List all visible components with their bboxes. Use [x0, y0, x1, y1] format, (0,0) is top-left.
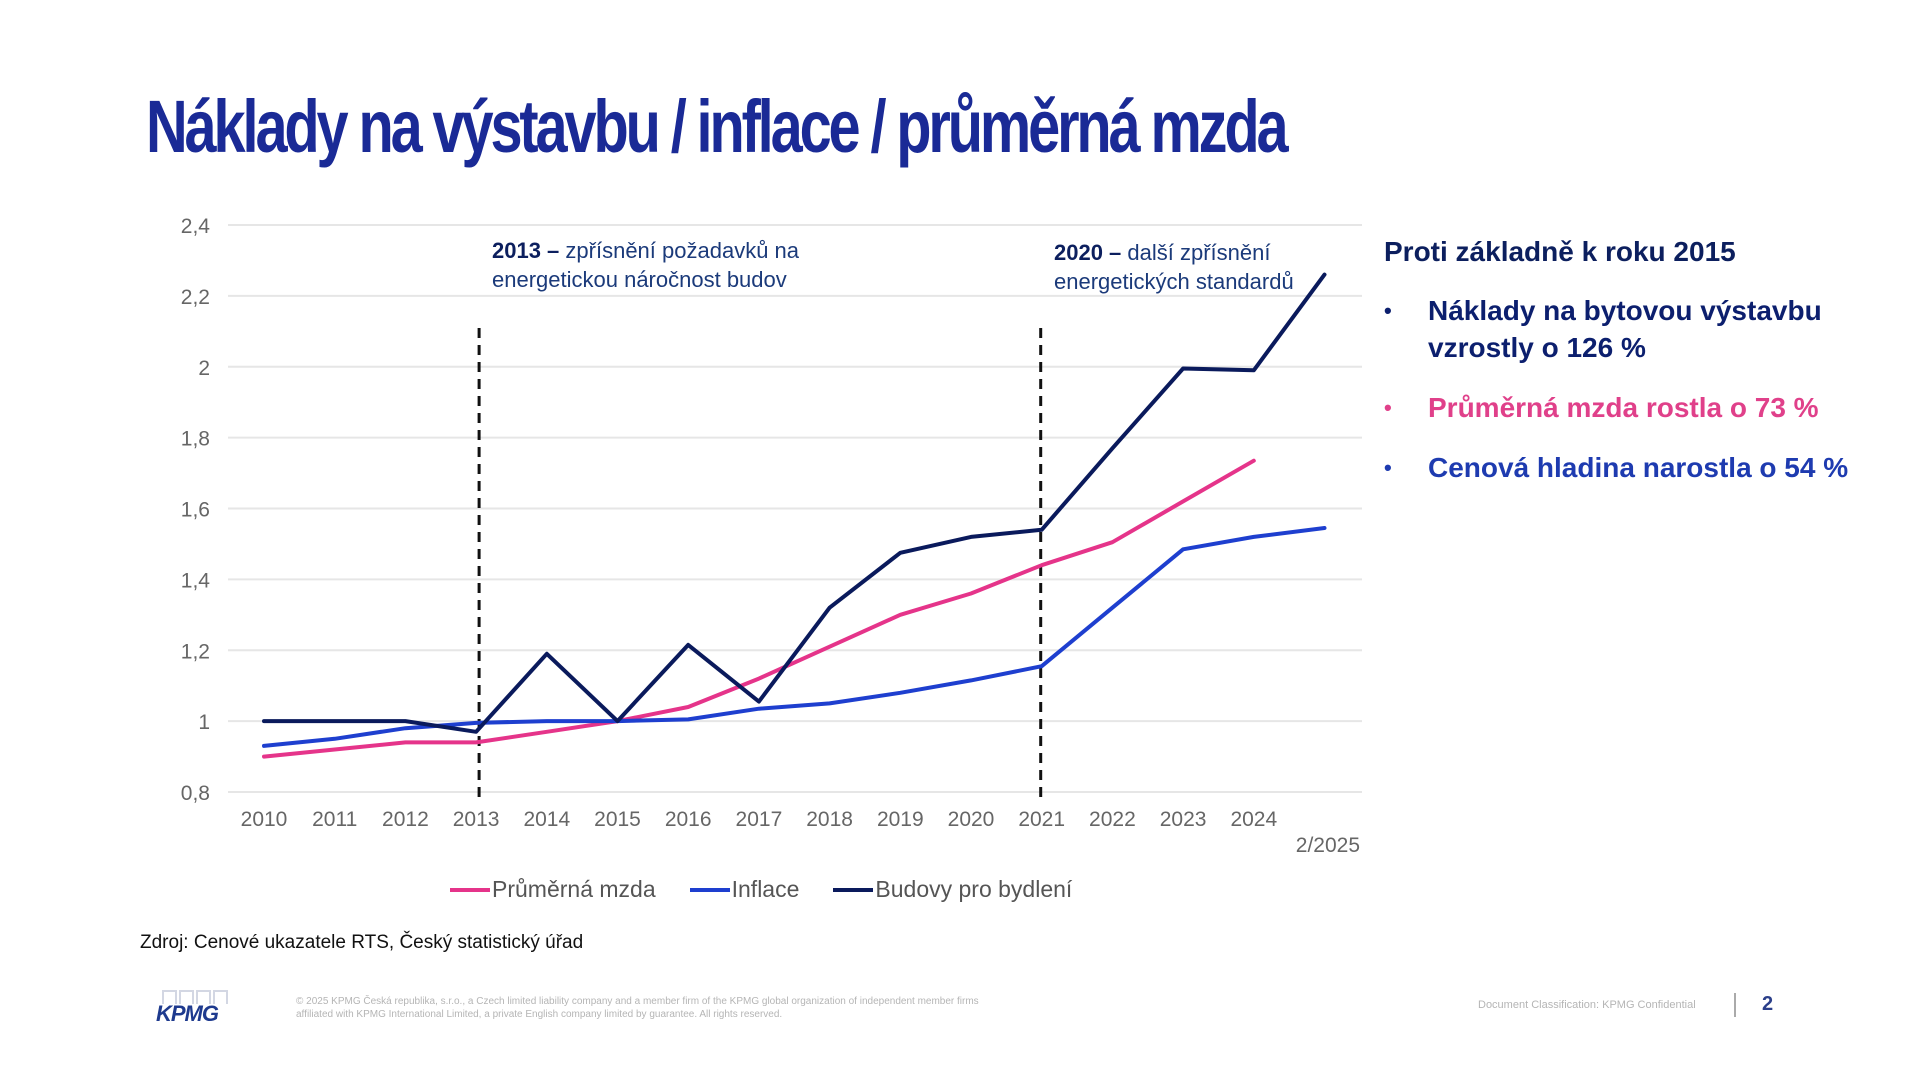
x-tick-label: 2020 [948, 808, 995, 831]
y-axis-ticks: 0,8 1 1,2 1,4 1,6 1,8 2 2,2 2,4 [181, 215, 211, 805]
kpmg-logo-boxes-icon [162, 990, 236, 1004]
summary-bullet-construction: • Náklady na bytovou výstavbu vzrostly o… [1384, 292, 1904, 366]
x-tick-label: 2012 [382, 808, 429, 831]
x-tick-label: 2018 [806, 808, 853, 831]
series-line-2 [262, 272, 1327, 734]
x-tick-label: 2013 [453, 808, 500, 831]
bullet-dot-icon: • [1384, 298, 1392, 323]
x-tick-label: 2016 [665, 808, 712, 831]
annotation-2013-year: 2013 – [492, 238, 560, 263]
x-tick-label: 2011 [312, 808, 357, 831]
kpmg-logo: KPMG [156, 990, 236, 1030]
legend-item-buildings: Budovy pro bydlení [833, 876, 1072, 903]
summary-bullet-text: Náklady na bytovou výstavbu vzrostly o 1… [1428, 295, 1822, 363]
annotation-2020-text: další zpřísnění energetických standardů [1054, 240, 1294, 294]
bullet-dot-icon: • [1384, 455, 1392, 480]
x-tick-label: 2021 [1018, 808, 1065, 831]
legend-swatch-buildings [833, 887, 874, 892]
legend-label: Průměrná mzda [492, 876, 656, 902]
summary-panel: Proti základně k roku 2015 • Náklady na … [1384, 236, 1904, 509]
series-line-1 [262, 526, 1327, 748]
copyright-notice: © 2025 KPMG Česká republika, s.r.o., a C… [296, 996, 979, 1020]
x-axis-ticks: 2010 2011 2012 2013 2014 2015 2016 2017 2018 2019… [241, 808, 1360, 857]
x-tick-label: 2010 [241, 808, 288, 831]
annotation-2020-year: 2020 – [1054, 240, 1122, 265]
legend-item-inflation: Inflace [689, 876, 800, 903]
slide-title: Náklady na výstavbu / inflace / průměrná… [146, 85, 1289, 168]
source-note: Zdroj: Cenové ukazatele RTS, Český stati… [140, 932, 584, 953]
x-tick-label: 2024 [1230, 808, 1277, 831]
x-tick-label: 2019 [877, 808, 924, 831]
summary-bullet-inflation: • Cenová hladina narostla o 54 % [1384, 449, 1904, 486]
summary-bullet-text: Průměrná mzda rostla o 73 % [1428, 392, 1819, 423]
x-tick-label: 2023 [1160, 808, 1207, 831]
y-tick-label: 1,6 [181, 499, 210, 522]
bullet-dot-icon: • [1384, 395, 1392, 420]
y-tick-label: 0,8 [181, 782, 210, 805]
annotation-2020: 2020 – další zpřísnění energetických sta… [1054, 238, 1324, 296]
y-tick-label: 1,4 [181, 569, 211, 592]
document-classification: Document Classification: KPMG Confidenti… [1478, 999, 1696, 1011]
y-tick-label: 1,8 [181, 428, 210, 451]
summary-heading: Proti základně k roku 2015 [1384, 236, 1736, 267]
annotation-2013: 2013 – zpřísnění požadavků na energetick… [492, 236, 822, 294]
y-tick-label: 2,4 [181, 215, 211, 238]
kpmg-logo-text: KPMG [156, 1001, 219, 1026]
y-tick-label: 2 [198, 357, 210, 380]
page-number: 2 [1762, 993, 1774, 1015]
legend-swatch-inflation [689, 887, 730, 892]
x-tick-label: 2015 [594, 808, 641, 831]
x-tick-label: 2/2025 [1296, 834, 1360, 857]
chart-series [262, 272, 1327, 759]
y-tick-label: 1,2 [181, 640, 210, 663]
legend-label: Inflace [731, 876, 800, 902]
y-tick-label: 1 [198, 711, 210, 734]
chart-legend: Průměrná mzda Inflace Budovy pro bydlení [450, 876, 1072, 903]
legend-label: Budovy pro bydlení [875, 876, 1073, 902]
x-tick-label: 2017 [736, 808, 783, 831]
series-line-0 [262, 458, 1256, 759]
y-tick-label: 2,2 [181, 286, 210, 309]
legend-swatch-wage [450, 887, 490, 892]
x-tick-label: 2014 [523, 808, 570, 831]
chart-gridlines [228, 224, 1362, 793]
legend-item-wage: Průměrná mzda [450, 876, 656, 903]
summary-bullet-text: Cenová hladina narostla o 54 % [1428, 452, 1849, 483]
summary-bullet-wage: • Průměrná mzda rostla o 73 % [1384, 389, 1904, 426]
annotation-2013-text: zpřísnění požadavků na energetickou náro… [492, 238, 800, 292]
x-tick-label: 2022 [1089, 808, 1136, 831]
footer-divider [1734, 993, 1736, 1017]
